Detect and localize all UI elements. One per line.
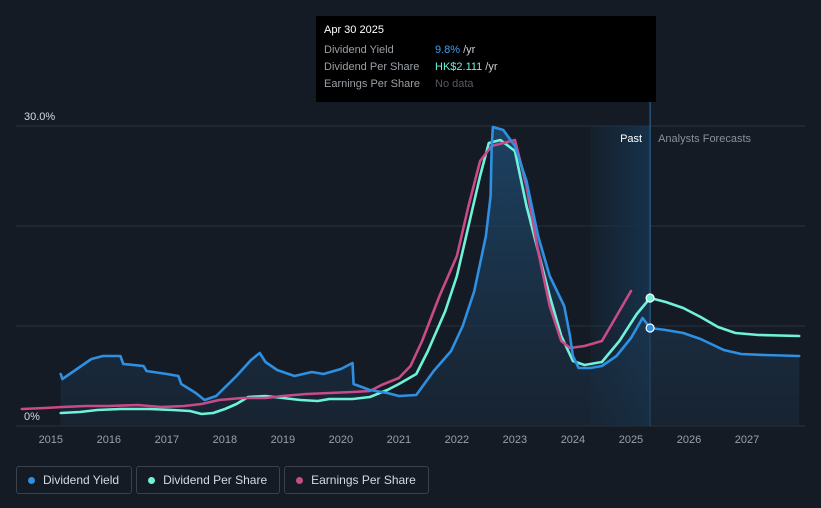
x-tick-label: 2023 <box>503 434 527 446</box>
tooltip-row-dividend-yield: Dividend Yield 9.8% /yr <box>324 41 648 58</box>
x-tick-label: 2019 <box>271 434 295 446</box>
legend-dot-icon <box>28 476 35 484</box>
y-tick-label: 0% <box>24 411 40 423</box>
tooltip-row-dividend-per-share: Dividend Per Share HK$2.111 /yr <box>324 58 648 75</box>
chart-areas <box>60 127 800 426</box>
chart-labels: 30.0% 0% 2015 2016 2017 2018 2019 2020 2021 2022 2… <box>24 111 759 446</box>
chart-tooltip: Apr 30 2025 Dividend Yield 9.8% /yr Divi… <box>316 16 656 102</box>
series-area-yield <box>60 127 800 426</box>
legend-item-dividend-per-share[interactable]: Dividend Per Share <box>136 466 281 494</box>
tooltip-value: 9.8% <box>435 43 461 56</box>
legend-dot-icon <box>296 476 304 484</box>
tooltip-unit: /yr <box>485 60 498 73</box>
tooltip-label: Dividend Yield <box>324 43 394 56</box>
tooltip-value: No data <box>435 77 474 90</box>
x-tick-label: 2022 <box>445 434 469 446</box>
past-label: Past <box>620 133 642 145</box>
tooltip-unit: /yr <box>463 43 476 56</box>
tooltip-row-earnings-per-share: Earnings Per Share No data <box>324 75 648 92</box>
x-tick-label: 2026 <box>677 434 701 446</box>
x-tick-label: 2024 <box>561 434 585 446</box>
series-line-dps <box>59 138 801 416</box>
x-tick-label: 2017 <box>155 434 179 446</box>
forecast-label: Analysts Forecasts <box>658 133 751 145</box>
x-tick-label: 2016 <box>97 434 121 446</box>
legend-item-earnings-per-share[interactable]: Earnings Per Share <box>284 466 429 494</box>
series-line-yield <box>59 125 801 402</box>
chart-markers <box>645 293 655 333</box>
x-tick-label: 2021 <box>387 434 411 446</box>
x-tick-label: 2027 <box>735 434 759 446</box>
legend-dot-icon <box>148 476 156 484</box>
x-tick-label: 2018 <box>213 434 237 446</box>
tooltip-label: Dividend Per Share <box>324 60 420 73</box>
chart-legend: Dividend Yield Dividend Per Share Earnin… <box>16 466 433 494</box>
x-tick-label: 2025 <box>619 434 643 446</box>
series-marker-dps <box>645 293 655 303</box>
y-tick-label: 30.0% <box>24 111 55 123</box>
tooltip-date: Apr 30 2025 <box>324 24 384 36</box>
x-tick-label: 2020 <box>329 434 353 446</box>
series-line-eps <box>20 138 633 411</box>
series-marker-yield <box>645 323 655 333</box>
legend-label: Dividend Per Share <box>163 473 268 487</box>
chart-lines <box>20 125 801 416</box>
x-tick-label: 2015 <box>39 434 63 446</box>
legend-label: Dividend Yield <box>43 473 120 487</box>
tooltip-label: Earnings Per Share <box>324 77 420 90</box>
legend-item-dividend-yield[interactable]: Dividend Yield <box>16 466 133 494</box>
legend-label: Earnings Per Share <box>311 473 416 487</box>
tooltip-value: HK$2.111 <box>435 60 483 73</box>
